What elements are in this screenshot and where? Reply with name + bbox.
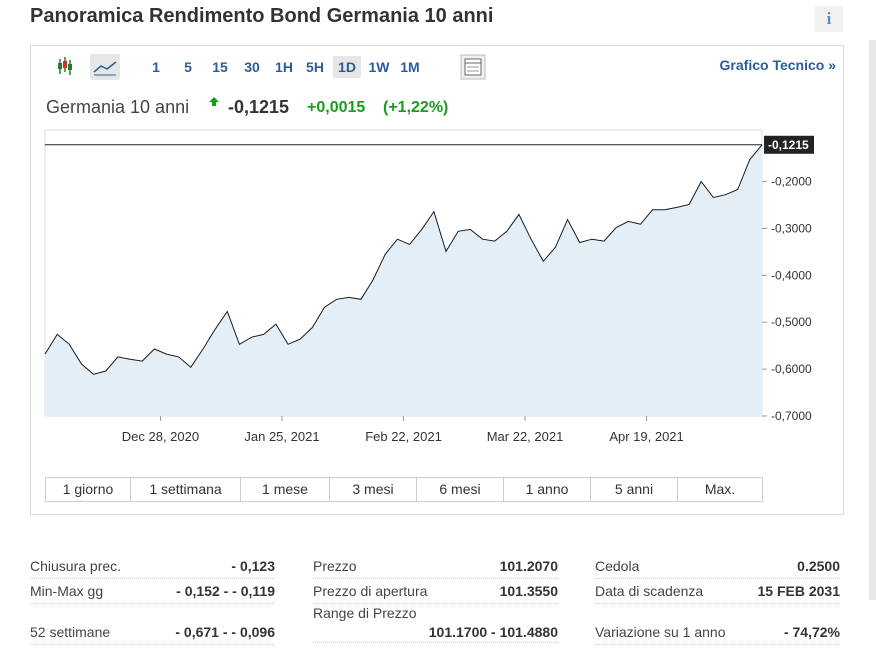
stat-value: - 0,671 - - 0,096 bbox=[175, 624, 275, 640]
stats-row: Prezzo di apertura 101.3550 bbox=[313, 581, 558, 604]
chart: -0,2000 -0,3000 -0,4000 -0,5000 -0,6000 -0,70… bbox=[44, 129, 814, 444]
technical-chart-link[interactable]: Grafico Tecnico » bbox=[719, 57, 836, 73]
stat-value: - 0,152 - - 0,119 bbox=[176, 583, 275, 599]
last-price-tag bbox=[764, 135, 814, 154]
stats-row: Range di Prezzo 101.1700 - 101.4880 bbox=[313, 605, 558, 643]
chart-type-icons[interactable] bbox=[55, 54, 125, 80]
y-tick-label: -0,3000 bbox=[771, 221, 812, 235]
table-icon[interactable] bbox=[460, 54, 486, 80]
stats-row: Data di scadenza 15 FEB 2031 bbox=[595, 581, 840, 604]
area bbox=[45, 144, 762, 417]
stats-row: 52 settimane - 0,671 - - 0,096 bbox=[30, 622, 275, 645]
quote-change-pct: (+1,22%) bbox=[383, 99, 449, 116]
interval-button[interactable]: 1H bbox=[275, 59, 293, 75]
stat-value: - 0,123 bbox=[231, 558, 275, 574]
x-tick-label: Mar 22, 2021 bbox=[487, 429, 564, 444]
range-tab[interactable]: 5 anni bbox=[591, 478, 678, 501]
stat-value: 0.2500 bbox=[797, 558, 840, 574]
scrollbar[interactable] bbox=[869, 40, 876, 600]
stat-label: Cedola bbox=[595, 558, 640, 574]
stat-label: Prezzo bbox=[313, 558, 357, 574]
range-tab[interactable]: 1 anno bbox=[504, 478, 591, 501]
y-tick-label: -0,5000 bbox=[771, 315, 812, 329]
x-tick-label: Feb 22, 2021 bbox=[365, 429, 442, 444]
up-arrow bbox=[209, 97, 219, 106]
stats-row: Chiusura prec. - 0,123 bbox=[30, 556, 275, 579]
y-tick-label: -0,6000 bbox=[771, 362, 812, 376]
range-tab[interactable]: 6 mesi bbox=[417, 478, 504, 501]
interval-button[interactable]: 5 bbox=[184, 59, 192, 75]
last-price-label: -0,1215 bbox=[768, 138, 809, 152]
stat-value: 101.1700 - 101.4880 bbox=[428, 624, 558, 640]
x-tick-label: Dec 28, 2020 bbox=[122, 429, 199, 444]
interval-button[interactable]: 1 bbox=[152, 59, 160, 75]
range-tab[interactable]: 1 mese bbox=[241, 478, 330, 501]
range-tab[interactable]: 1 settimana bbox=[131, 478, 241, 501]
range-tabs: 1 giorno 1 settimana 1 mese 3 mesi 6 mesi 1 a… bbox=[45, 477, 763, 502]
stat-label: Data di scadenza bbox=[595, 583, 704, 599]
stat-value: 15 FEB 2031 bbox=[757, 583, 841, 599]
interval-button[interactable]: 1W bbox=[368, 59, 390, 75]
range-tab[interactable]: 3 mesi bbox=[330, 478, 417, 501]
interval-button[interactable]: 15 bbox=[212, 59, 228, 75]
y-tick-label: -0,2000 bbox=[771, 175, 812, 189]
chart-panel bbox=[30, 45, 844, 515]
stats-row: Cedola 0.2500 bbox=[595, 556, 840, 579]
interval-button[interactable]: 1D bbox=[333, 56, 361, 78]
range-tab[interactable]: 1 giorno bbox=[46, 478, 131, 501]
stat-value: 101.2070 bbox=[499, 558, 558, 574]
quote-price: -0,1215 bbox=[228, 97, 290, 117]
range-tab[interactable]: Max. bbox=[704, 481, 736, 497]
stat-label: Chiusura prec. bbox=[30, 558, 122, 574]
interval-button[interactable]: 1M bbox=[400, 59, 420, 75]
stats-row: Min-Max gg - 0,152 - - 0,119 bbox=[30, 581, 275, 604]
x-tick-label: Jan 25, 2021 bbox=[244, 429, 319, 444]
x-tick-label: Apr 19, 2021 bbox=[609, 429, 683, 444]
info-button[interactable]: i bbox=[815, 6, 843, 32]
stats-row: Prezzo 101.2070 bbox=[313, 556, 558, 579]
interval-button[interactable]: 5H bbox=[306, 59, 324, 75]
quote-name: Germania 10 anni bbox=[46, 97, 190, 117]
stat-label: 52 settimane bbox=[30, 624, 111, 640]
stat-label: Min-Max gg bbox=[30, 583, 104, 599]
stat-label: Prezzo di apertura bbox=[313, 583, 428, 599]
page-title: Panoramica Rendimento Bond Germania 10 a… bbox=[30, 5, 494, 27]
quote-change: +0,0015 bbox=[307, 99, 366, 116]
stats-row: Variazione su 1 anno - 74,72% bbox=[595, 622, 840, 645]
y-tick-label: -0,7000 bbox=[771, 409, 812, 423]
y-tick-label: -0,4000 bbox=[771, 268, 812, 282]
interval-button[interactable]: 30 bbox=[244, 59, 260, 75]
line bbox=[44, 144, 763, 375]
stat-value: 101.3550 bbox=[499, 583, 558, 599]
stat-label: Range di Prezzo bbox=[313, 605, 417, 621]
stat-value: - 74,72% bbox=[783, 624, 840, 640]
stat-label: Variazione su 1 anno bbox=[595, 624, 726, 640]
